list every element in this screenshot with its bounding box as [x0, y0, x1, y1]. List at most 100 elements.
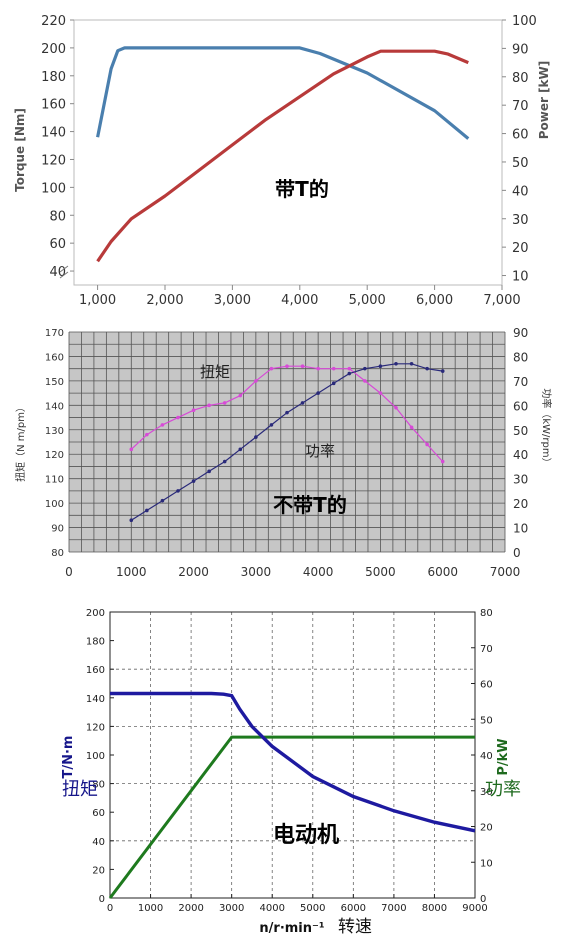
chart-1-y2-tick-label: 100 [512, 14, 537, 29]
chart-1-y2-axis-label: Power [kW] [537, 61, 551, 140]
chart-2-power-point [347, 371, 352, 376]
chart-3-y-ticks: 0 20 40 60 80 100 120 140 160 180 200 [86, 608, 114, 905]
chart-1-y-tick-label: 160 [41, 98, 66, 113]
chart-1-x-tick-label: 3,000 [214, 293, 251, 308]
chart-3-power-line [108, 735, 475, 899]
chart-3-y2-tick-label: 30 [480, 787, 493, 798]
chart-3-y2-tick-label: 50 [480, 715, 493, 726]
chart-2-torque-point [425, 442, 429, 447]
chart-2-x-tick-label: 6000 [427, 565, 458, 579]
chart-2-power-point [176, 489, 180, 493]
chart-2-power-point [331, 381, 336, 386]
chart-1-y2-tick-label: 10 [512, 270, 529, 285]
chart-3-y-tick-label: 140 [86, 694, 105, 705]
chart-3-y-axis-label-cn: 扭矩 [62, 779, 98, 800]
chart-2-y-tick-label: 80 [51, 548, 64, 559]
chart-2-power-point [300, 401, 305, 405]
chart-2-torque-point [269, 366, 274, 371]
chart-2-non-turbo: 80 90 100 110 120 130 140 150 160 170 0 10 20 30 40 50… [14, 326, 553, 579]
chart-1-turbo: 40 60 80 100 120 140 160 180 200 220 10 20 30 40 50 60… [13, 14, 551, 308]
chart-2-power-point [363, 366, 367, 371]
chart-3-x-tick-label: 3000 [219, 903, 244, 914]
chart-2-y2-tick-label: 90 [513, 326, 528, 340]
chart-2-annotation-power: 功率 [305, 442, 335, 460]
chart-1-y-tick-label: 100 [41, 181, 66, 196]
chart-3-x-axis-label: n/r·min⁻¹ [259, 921, 324, 936]
chart-1-y-tick-label: 60 [49, 237, 66, 252]
chart-3-y-tick-label: 200 [86, 608, 105, 619]
chart-2-power-point [440, 369, 445, 373]
chart-2-y2-ticks: 0 10 20 30 40 50 60 70 80 90 [513, 326, 528, 560]
chart-3-x-tick-label: 6000 [341, 903, 366, 914]
chart-2-torque-point [145, 432, 149, 437]
chart-2-grid [68, 331, 506, 553]
chart-1-title: 带T的 [275, 177, 329, 201]
chart-3-y2-tick-label: 10 [480, 858, 493, 869]
chart-3-x-tick-label: 0 [107, 903, 113, 914]
chart-3-x-tick-label: 7000 [381, 903, 406, 914]
chart-3-y2-tick-label: 0 [480, 894, 486, 905]
chart-2-y-tick-label: 90 [51, 524, 64, 535]
chart-2-annotation-torque: 扭矩 [200, 363, 230, 381]
chart-2-torque-points [129, 364, 445, 464]
chart-1-y2-tick-label: 90 [512, 42, 529, 57]
chart-1-torque-line [96, 46, 470, 140]
chart-2-y2-tick-label: 20 [513, 497, 528, 511]
chart-2-y-ticks: 80 90 100 110 120 130 140 150 160 170 [45, 328, 64, 559]
chart-3-torque-line [110, 691, 476, 833]
chart-2-torque-point [160, 423, 165, 427]
chart-2-y2-tick-label: 60 [513, 399, 528, 413]
chart-2-y-tick-label: 170 [45, 328, 64, 339]
chart-3-y-tick-label: 20 [92, 865, 105, 876]
chart-2-torque-point [222, 401, 227, 405]
chart-2-y2-tick-label: 30 [513, 473, 528, 487]
chart-2-y-tick-label: 140 [45, 401, 64, 412]
chart-3-y-tick-label: 0 [99, 894, 105, 905]
chart-2-torque-point [129, 447, 134, 452]
chart-2-power-point [285, 410, 289, 415]
chart-1-y-tick-label: 120 [41, 153, 66, 168]
chart-3-y-tick-label: 180 [86, 637, 105, 648]
chart-2-torque-point [238, 393, 243, 398]
chart-1-x-tick-label: 7,000 [483, 293, 520, 308]
chart-2-torque-point [347, 366, 352, 371]
chart-2-y-axis-label: 扭矩（N m/pm） [14, 402, 27, 482]
chart-1-x-ticks: 1,000 2,000 3,000 4,000 5,000 6,000 7,000 [79, 285, 521, 308]
chart-2-torque-point [331, 366, 336, 371]
chart-3-x-tick-label: 2000 [178, 903, 203, 914]
chart-3-x-tick-label: 1000 [138, 903, 163, 914]
chart-2-x-tick-label: 2000 [178, 565, 209, 579]
chart-2-y2-tick-label: 50 [513, 424, 528, 438]
chart-2-power-point [238, 447, 243, 452]
chart-2-torque-point [363, 379, 367, 383]
chart-3-y2-tick-label: 70 [480, 644, 493, 655]
chart-2-torque-point [176, 415, 180, 420]
chart-2-x-ticks: 0 1000 2000 3000 4000 5000 6000 7000 [65, 565, 520, 579]
chart-2-power-point [160, 498, 165, 503]
chart-1-y-tick-label: 140 [41, 126, 66, 141]
chart-2-power-point [145, 508, 149, 513]
chart-1-y2-tick-label: 20 [512, 241, 529, 256]
chart-3-y-tick-label: 100 [86, 751, 105, 762]
chart-1-y-tick-label: 200 [41, 42, 66, 57]
chart-2-torque-point [207, 403, 211, 408]
chart-3-y2-axis-label: P/kW [496, 738, 511, 775]
chart-1-plot-frame [73, 19, 503, 286]
chart-2-y-tick-label: 100 [45, 499, 64, 510]
chart-2-x-tick-label: 3000 [241, 565, 272, 579]
chart-1-y2-tick-label: 80 [512, 71, 529, 86]
chart-2-torque-point [440, 459, 445, 464]
chart-1-power-line [96, 49, 469, 263]
chart-3-y-axis-label: T/N·m [61, 736, 76, 779]
chart-2-y2-tick-label: 80 [513, 350, 528, 364]
chart-3-grid [110, 612, 475, 898]
chart-3-y-tick-label: 40 [92, 837, 105, 848]
chart-2-torque-point [254, 379, 258, 383]
chart-1-y-tick-label: 80 [49, 209, 66, 224]
chart-1-y-tick-label: 220 [41, 14, 66, 29]
chart-1-y2-tick-label: 60 [512, 128, 529, 143]
chart-1-y-axis-label: Torque [Nm] [13, 108, 27, 192]
chart-2-power-point [207, 469, 211, 474]
chart-2-power-points [129, 361, 445, 523]
